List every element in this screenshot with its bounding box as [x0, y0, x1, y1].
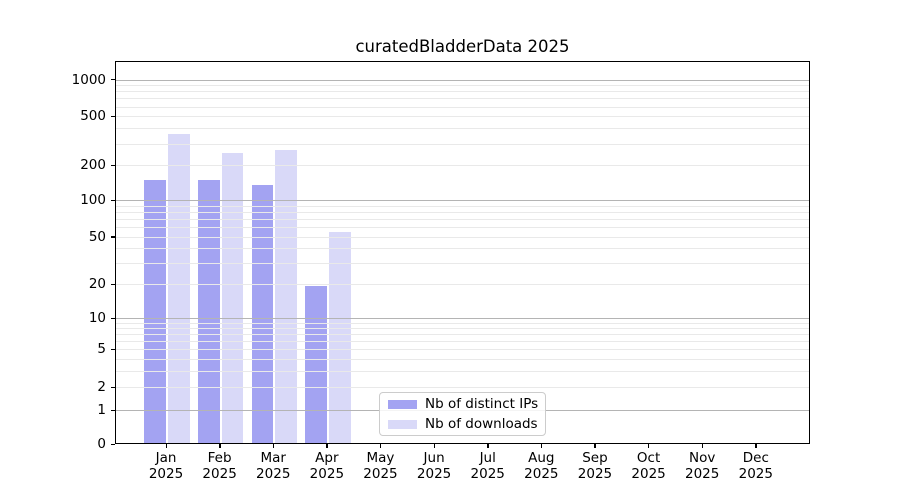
chart-title: curatedBladderData 2025 [355, 37, 570, 56]
bar-distinct-ips-jan [144, 180, 166, 443]
gridline-y-80 [116, 212, 809, 213]
y-tick-mark-1000 [111, 79, 115, 81]
y-tick-mark-20 [111, 283, 115, 286]
x-tick-label-sep: Sep 2025 [577, 450, 613, 482]
y-tick-mark-200 [111, 164, 115, 167]
x-tick-label-aug: Aug 2025 [524, 450, 559, 482]
gridline-y-5 [116, 349, 809, 350]
gridline-y-500 [116, 116, 809, 117]
y-tick-mark-500 [111, 115, 115, 118]
x-tick-label-dec: Dec 2025 [738, 450, 773, 482]
x-tick-mark-dec [755, 444, 757, 448]
bar-distinct-ips-mar [251, 185, 274, 443]
legend-label-distinct-ips: Nb of distinct IPs [425, 396, 539, 412]
gridline-y-30 [116, 263, 809, 264]
gridline-y-10 [116, 318, 809, 319]
gridline-y-100 [116, 200, 809, 201]
gridline-y-400 [116, 128, 809, 129]
gridline-y-50 [116, 237, 809, 238]
x-tick-mark-sep [594, 444, 596, 448]
y-tick-mark-1 [111, 409, 115, 411]
y-tick-mark-10 [111, 317, 115, 320]
gridline-y-20 [116, 284, 809, 285]
y-tick-label-0: 0 [97, 436, 106, 452]
gridline-y-6 [116, 341, 809, 342]
x-tick-label-apr: Apr 2025 [309, 450, 345, 482]
x-tick-label-jun: Jun 2025 [416, 450, 452, 482]
x-tick-mark-jun [433, 444, 435, 448]
legend: Nb of distinct IPs Nb of downloads [379, 392, 546, 436]
x-tick-mark-jul [487, 444, 489, 448]
y-tick-mark-50 [111, 236, 115, 238]
x-tick-mark-mar [272, 444, 275, 448]
x-tick-label-feb: Feb 2025 [202, 450, 237, 482]
x-tick-mark-feb [219, 444, 221, 448]
y-tick-mark-0 [111, 443, 115, 445]
y-tick-label-2: 2 [97, 379, 106, 396]
x-tick-label-oct: Oct 2025 [631, 450, 666, 482]
gridline-y-600 [116, 107, 809, 108]
bar-downloads-jan [168, 134, 190, 443]
x-tick-mark-aug [540, 444, 543, 448]
y-tick-label-500: 500 [80, 108, 106, 125]
y-tick-label-1000: 1000 [71, 71, 106, 88]
y-tick-label-20: 20 [88, 276, 106, 293]
gridline-y-2 [116, 387, 809, 388]
gridline-y-800 [116, 91, 809, 92]
bar-downloads-mar [275, 150, 297, 443]
x-tick-mark-jan [165, 444, 167, 448]
x-tick-label-jul: Jul 2025 [470, 450, 505, 482]
y-tick-label-50: 50 [88, 228, 106, 245]
gridline-y-900 [116, 85, 809, 86]
bar-downloads-feb [221, 153, 244, 443]
y-tick-label-10: 10 [88, 310, 106, 327]
x-tick-mark-may [379, 444, 382, 448]
gridline-y-9 [116, 323, 809, 324]
gridline-y-60 [116, 227, 809, 228]
y-tick-label-5: 5 [97, 341, 106, 358]
y-tick-label-100: 100 [80, 192, 106, 209]
gridline-y-70 [116, 219, 809, 220]
gridline-y-4 [116, 359, 809, 360]
x-tick-label-may: May 2025 [363, 450, 398, 482]
x-tick-label-jan: Jan 2025 [148, 450, 184, 482]
legend-swatch-downloads [388, 419, 417, 429]
legend-swatch-distinct-ips [388, 399, 417, 409]
gridline-y-90 [116, 206, 809, 207]
gridline-y-3 [116, 371, 809, 372]
gridline-y-200 [116, 165, 809, 166]
bar-distinct-ips-feb [197, 180, 220, 443]
legend-item-distinct-ips: Nb of distinct IPs [388, 396, 539, 412]
x-tick-mark-nov [701, 444, 704, 448]
gridline-y-700 [116, 98, 809, 99]
plot-area: Nb of distinct IPs Nb of downloads [115, 61, 810, 444]
gridline-y-7 [116, 334, 809, 335]
x-tick-mark-oct [648, 444, 650, 448]
gridline-y-1000 [116, 80, 809, 81]
x-tick-mark-apr [326, 444, 328, 448]
gridline-y-300 [116, 144, 809, 145]
bar-distinct-ips-apr [305, 286, 327, 443]
y-tick-mark-100 [111, 199, 115, 202]
y-tick-mark-5 [111, 348, 115, 351]
y-tick-mark-2 [111, 386, 115, 389]
x-tick-label-nov: Nov 2025 [685, 450, 720, 482]
gridline-y-40 [116, 248, 809, 249]
x-tick-label-mar: Mar 2025 [256, 450, 291, 482]
y-tick-label-1: 1 [97, 402, 106, 419]
gridline-y-8 [116, 328, 809, 329]
legend-label-downloads: Nb of downloads [425, 416, 538, 432]
legend-item-downloads: Nb of downloads [388, 416, 538, 432]
y-tick-label-200: 200 [80, 157, 106, 174]
